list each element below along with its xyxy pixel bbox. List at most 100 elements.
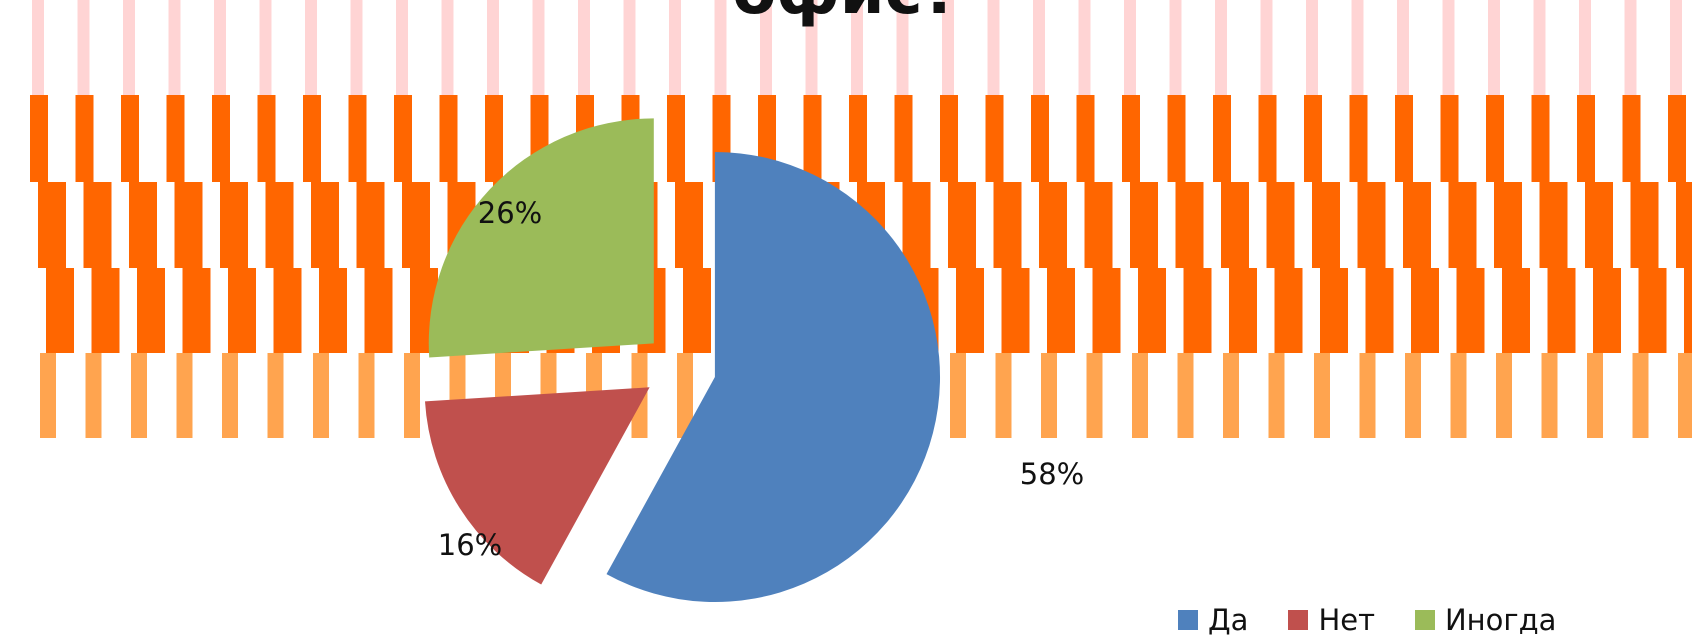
bg-stripe [214,0,226,95]
bg-stripe [1577,95,1595,182]
bg-stripe [532,0,545,95]
bg-stripe [1440,95,1459,182]
bg-stripe [402,182,430,268]
bg-stripe [441,0,454,95]
bg-stripe [1488,0,1500,95]
legend-label-net: Нет [1318,603,1375,637]
bg-stripe [85,353,102,438]
bg-stripe [1456,268,1485,353]
bg-stripe [394,95,412,182]
bg-stripe [1177,353,1194,438]
bg-stripe [1258,95,1277,182]
bg-stripe [1229,268,1257,353]
bg-stripe [364,268,393,353]
bg-stripe [1132,353,1148,438]
bg-stripe [129,182,157,268]
bg-stripe [1304,95,1322,182]
legend-entry-inogda: Иногда [1414,603,1557,637]
legend-label-inogda: Иногда [1444,603,1557,637]
bg-stripe [803,95,822,182]
bg-stripe [1351,0,1364,95]
bg-stripe [1638,268,1667,353]
bg-stripe [212,95,230,182]
bg-stripe [305,0,317,95]
bg-stripe [1442,0,1455,95]
bg-stripe [714,0,727,95]
bg-stripe [313,353,329,438]
bg-stripe [1668,95,1686,182]
bg-stripe [1039,182,1067,268]
bg-stripe [1086,353,1103,438]
bg-stripe [1365,268,1394,353]
bg-stripe [75,95,94,182]
chart-title: офис? [0,0,1692,24]
bg-stripe [1624,0,1637,95]
bg-stripe [1684,268,1692,353]
bg-stripe [667,95,685,182]
bg-stripe [849,95,867,182]
bg-stripe [77,0,90,95]
bg-stripe [356,182,385,268]
bg-stripe [1494,182,1522,268]
bg-stripe [1541,353,1558,438]
bg-stripe [1001,268,1030,353]
bg-stripe [1092,268,1121,353]
bg-stripe [1450,353,1467,438]
bg-stripe [46,268,74,353]
bg-stripe [228,268,256,353]
bg-stripe [683,268,711,353]
bg-stripe [1084,182,1113,268]
bg-stripe [902,182,931,268]
bg-stripe [1496,353,1512,438]
bg-stripe [1260,0,1273,95]
bg-stripe [1175,182,1204,268]
bg-stripe [1405,353,1421,438]
bg-stripe [948,182,976,268]
bg-stripe [1274,268,1303,353]
bg-stripe [1223,353,1239,438]
bg-stripe [896,0,909,95]
bg-stripe [1268,353,1285,438]
legend-entry-da: Да [1178,603,1248,637]
bg-stripe [1167,95,1186,182]
data-label-inogda: 26% [477,196,543,230]
bg-stripe [894,95,913,182]
bg-stripe [1138,268,1166,353]
bg-stripe [623,0,636,95]
bg-stripe [404,353,420,438]
bg-stripe [1678,353,1692,438]
bg-stripe [1041,353,1057,438]
bg-stripe [1676,182,1692,268]
bg-stripe [1266,182,1295,268]
bg-stripe [1215,0,1227,95]
bg-stripe [38,182,66,268]
bg-stripe [121,95,139,182]
bg-stripe [1312,182,1340,268]
bg-stripe [350,0,363,95]
bg-stripe [1533,0,1546,95]
legend-swatch-da [1178,610,1198,630]
bg-stripe [265,182,294,268]
bg-stripe [1622,95,1641,182]
legend-swatch-inogda [1414,610,1435,630]
bg-stripe [91,268,120,353]
bg-stripe [1632,353,1649,438]
bg-stripe [851,0,863,95]
bg-stripe [669,0,681,95]
bg-stripe [1587,353,1603,438]
pie-slice-net [425,387,650,585]
bg-stripe [257,95,276,182]
bg-stripe [950,353,966,438]
bg-stripe [1169,0,1182,95]
bg-stripe [675,182,703,268]
bg-stripe [1397,0,1409,95]
bg-stripe [1531,95,1550,182]
bg-stripe [805,0,818,95]
bg-stripe [1349,95,1368,182]
bg-stripe [1502,268,1530,353]
bg-stripe [578,0,590,95]
bg-stripe [1593,268,1621,353]
bg-stripe [220,182,248,268]
bg-stripe [1547,268,1576,353]
